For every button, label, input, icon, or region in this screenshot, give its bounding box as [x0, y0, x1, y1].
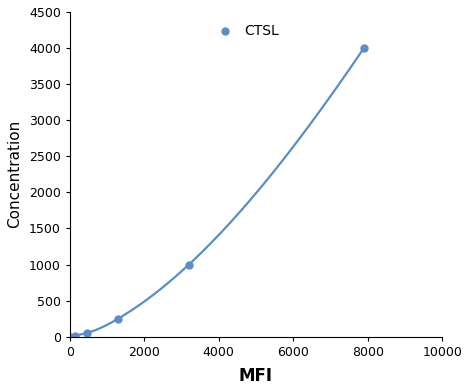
CTSL	[186, 262, 192, 267]
CTSL	[73, 333, 78, 338]
Line: CTSL: CTSL	[66, 45, 367, 340]
CTSL	[84, 331, 90, 336]
X-axis label: MFI: MFI	[239, 367, 273, 385]
Y-axis label: Concentration: Concentration	[7, 120, 22, 229]
CTSL	[361, 46, 367, 51]
CTSL	[115, 316, 121, 321]
Legend: CTSL: CTSL	[207, 19, 285, 44]
CTSL	[67, 334, 73, 339]
